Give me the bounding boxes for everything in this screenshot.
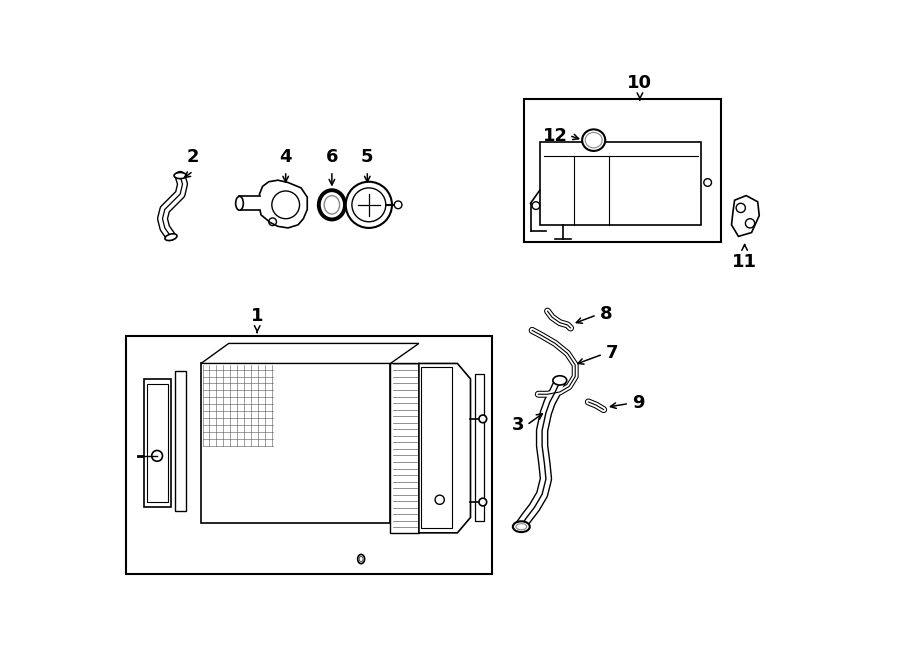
- Text: 6: 6: [326, 148, 338, 167]
- Text: 12: 12: [543, 126, 568, 145]
- Circle shape: [272, 191, 300, 219]
- Circle shape: [479, 415, 487, 423]
- Bar: [475, 374, 484, 520]
- Text: 7: 7: [606, 344, 618, 362]
- Text: 1: 1: [251, 307, 264, 325]
- Text: 2: 2: [187, 148, 200, 167]
- Circle shape: [435, 495, 445, 504]
- Ellipse shape: [357, 555, 364, 564]
- Ellipse shape: [582, 130, 605, 151]
- Circle shape: [346, 182, 392, 228]
- Polygon shape: [201, 364, 391, 523]
- Bar: [175, 371, 186, 512]
- Circle shape: [394, 201, 402, 209]
- Polygon shape: [732, 196, 760, 237]
- Ellipse shape: [236, 196, 243, 210]
- Ellipse shape: [174, 173, 186, 178]
- Text: 3: 3: [512, 416, 525, 434]
- Bar: [144, 379, 171, 508]
- Bar: [525, 99, 721, 242]
- Ellipse shape: [513, 522, 530, 532]
- Ellipse shape: [324, 196, 339, 214]
- Text: 8: 8: [599, 305, 613, 323]
- Bar: [147, 384, 168, 502]
- Bar: [239, 196, 261, 210]
- Ellipse shape: [319, 190, 345, 219]
- Ellipse shape: [165, 234, 177, 241]
- Circle shape: [479, 498, 487, 506]
- Ellipse shape: [359, 557, 363, 562]
- Ellipse shape: [553, 375, 567, 385]
- Circle shape: [352, 188, 386, 222]
- Polygon shape: [418, 364, 471, 533]
- Ellipse shape: [585, 132, 602, 148]
- Text: 11: 11: [732, 253, 757, 271]
- Ellipse shape: [516, 524, 526, 529]
- Polygon shape: [258, 180, 307, 228]
- Text: 10: 10: [627, 75, 652, 93]
- Text: 9: 9: [632, 395, 644, 412]
- Circle shape: [152, 450, 163, 461]
- Bar: [421, 367, 452, 528]
- Bar: [540, 141, 701, 225]
- Bar: [126, 336, 492, 574]
- Text: 4: 4: [279, 148, 292, 167]
- Bar: [391, 364, 419, 533]
- Polygon shape: [201, 344, 418, 364]
- Text: 5: 5: [361, 148, 374, 167]
